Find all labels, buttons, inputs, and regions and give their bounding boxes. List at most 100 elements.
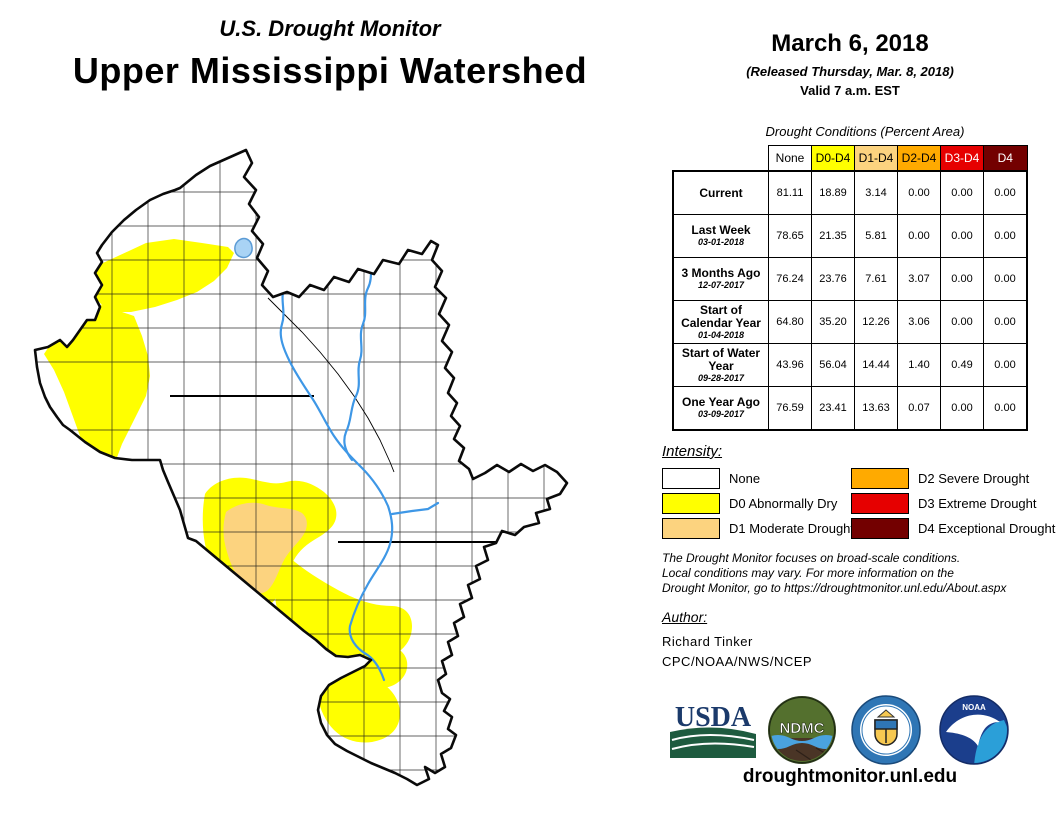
report-date: March 6, 2018 [771, 30, 929, 57]
map-interior [35, 150, 567, 785]
legend-item-d2: D2 Severe Drought [851, 467, 1030, 489]
row-date: 03-09-2017 [697, 409, 745, 419]
cell-value: 0.07 [897, 386, 941, 431]
cell-value: 43.96 [768, 343, 812, 387]
d0-area-south-lobe [317, 670, 400, 743]
cell-value: 3.14 [854, 170, 898, 215]
cell-value: 0.00 [940, 257, 984, 301]
lake-mille-lacs [234, 237, 253, 259]
legend-item-d4: D4 Exceptional Drought [851, 517, 1056, 539]
disclaimer-line: The Drought Monitor focuses on broad-sca… [662, 551, 961, 565]
cell-value: 56.04 [811, 343, 855, 387]
legend-label: D2 Severe Drought [918, 470, 1030, 486]
cell-value: 1.40 [897, 343, 941, 387]
d0-area-west-strip [44, 300, 150, 494]
d1-swatch [662, 517, 720, 539]
table-row-start-water-year: Start of Water Year 09-28-2017 43.96 56.0… [672, 343, 1028, 387]
disclaimer-line: Drought Monitor, go to https://droughtmo… [662, 581, 1007, 595]
d0-swatch [662, 492, 720, 514]
none-swatch [662, 467, 720, 489]
legend-label: D4 Exceptional Drought [918, 520, 1056, 536]
table-row-3-months-ago: 3 Months Ago 12-07-2017 76.24 23.76 7.61 … [672, 257, 1028, 301]
cell-value: 14.44 [854, 343, 898, 387]
cell-value: 3.07 [897, 257, 941, 301]
cell-value: 0.00 [940, 170, 984, 215]
page-title: Upper Mississippi Watershed [72, 50, 588, 91]
stcroix-river [343, 250, 376, 462]
agency-logos: USDA NDMC [660, 692, 1040, 768]
column-header-d1: D1-D4 [854, 145, 898, 172]
ndmc-logo: NDMC [768, 696, 836, 764]
column-header-none: None [768, 145, 812, 172]
website-url: droughtmonitor.unl.edu [742, 766, 958, 787]
noaa-seagull [946, 714, 1000, 746]
legend-item-d3: D3 Extreme Drought [851, 492, 1037, 514]
row-label: Current [699, 185, 743, 200]
table-row-current: Current 81.11 18.89 3.14 0.00 0.00 0.00 [672, 170, 1028, 215]
cell-value: 35.20 [811, 300, 855, 344]
row-date: 09-28-2017 [697, 372, 745, 383]
cell-value: 78.65 [768, 214, 812, 258]
map-header: U.S. Drought Monitor Upper Mississippi W… [0, 16, 660, 92]
noaa-logo-text: NOAA [962, 703, 986, 712]
disclaimer-line: Local conditions may vary. For more info… [662, 566, 954, 580]
d2-swatch [851, 467, 909, 489]
cell-value: 0.00 [983, 214, 1028, 258]
cell-value: 3.06 [897, 300, 941, 344]
row-date: 12-07-2017 [697, 280, 745, 290]
cell-value: 7.61 [854, 257, 898, 301]
legend-title: Intensity: [662, 443, 723, 460]
cell-value: 23.41 [811, 386, 855, 431]
cell-value: 0.00 [983, 343, 1028, 387]
cell-value: 81.11 [768, 170, 812, 215]
row-label: One Year Ago [681, 395, 761, 409]
row-date: 01-04-2018 [697, 329, 745, 340]
table-corner [673, 146, 769, 172]
column-header-d4: D4 [983, 145, 1028, 172]
table-row-one-year-ago: One Year Ago 03-09-2017 76.59 23.41 13.63… [672, 386, 1028, 431]
legend-label: None [729, 470, 761, 486]
watershed-outline [33, 148, 569, 787]
legend-item-d1: D1 Moderate Drought [662, 517, 854, 539]
author-name: Richard Tinker [662, 634, 753, 649]
cell-value: 0.00 [983, 386, 1028, 431]
author-organization: CPC/NOAA/NWS/NCEP [662, 654, 813, 669]
cell-value: 18.89 [811, 170, 855, 215]
drought-conditions-table: None D0-D4 D1-D4 D2-D4 D3-D4 D4 Current … [672, 145, 1028, 431]
cell-value: 0.00 [983, 300, 1028, 344]
usda-logo: USDA [670, 702, 756, 758]
ndmc-logo-text: NDMC [780, 720, 825, 737]
column-header-d3: D3-D4 [940, 145, 984, 172]
cell-value: 0.00 [940, 300, 984, 344]
row-date: 03-01-2018 [697, 237, 745, 247]
cell-value: 0.00 [940, 386, 984, 431]
cell-value: 76.59 [768, 386, 812, 431]
state-borders [170, 297, 498, 543]
date-block: March 6, 2018 (Released Thursday, Mar. 8… [660, 30, 1040, 98]
cell-value: 64.80 [768, 300, 812, 344]
disclaimer: The Drought Monitor focuses on broad-sca… [662, 551, 1006, 596]
commerce-seal-logo [851, 695, 921, 765]
table-row-start-calendar-year: Start of Calendar Year 01-04-2018 64.80 3… [672, 300, 1028, 344]
cell-value: 0.00 [983, 257, 1028, 301]
state-border-mn-wi [267, 297, 395, 473]
author-block: Author: Richard Tinker CPC/NOAA/NWS/NCEP [662, 609, 812, 669]
table-header: None D0-D4 D1-D4 D2-D4 D3-D4 D4 [673, 145, 1028, 172]
release-date: (Released Thursday, Mar. 8, 2018) [746, 64, 954, 79]
cell-value: 23.76 [811, 257, 855, 301]
column-header-d0: D0-D4 [811, 145, 855, 172]
cell-value: 21.35 [811, 214, 855, 258]
d4-swatch [851, 517, 909, 539]
noaa-logo: NOAA [939, 695, 1009, 765]
legend-label: D3 Extreme Drought [918, 495, 1037, 511]
watershed-map [33, 148, 569, 787]
column-header-d2: D2-D4 [897, 145, 941, 172]
cell-value: 0.00 [897, 170, 941, 215]
table-row-last-week: Last Week 03-01-2018 78.65 21.35 5.81 0.0… [672, 214, 1028, 258]
cell-value: 0.00 [897, 214, 941, 258]
legend-label: D0 Abnormally Dry [729, 495, 838, 511]
drought-d1-layer [223, 502, 307, 594]
valid-time: Valid 7 a.m. EST [800, 83, 900, 98]
author-title: Author: [662, 609, 708, 625]
